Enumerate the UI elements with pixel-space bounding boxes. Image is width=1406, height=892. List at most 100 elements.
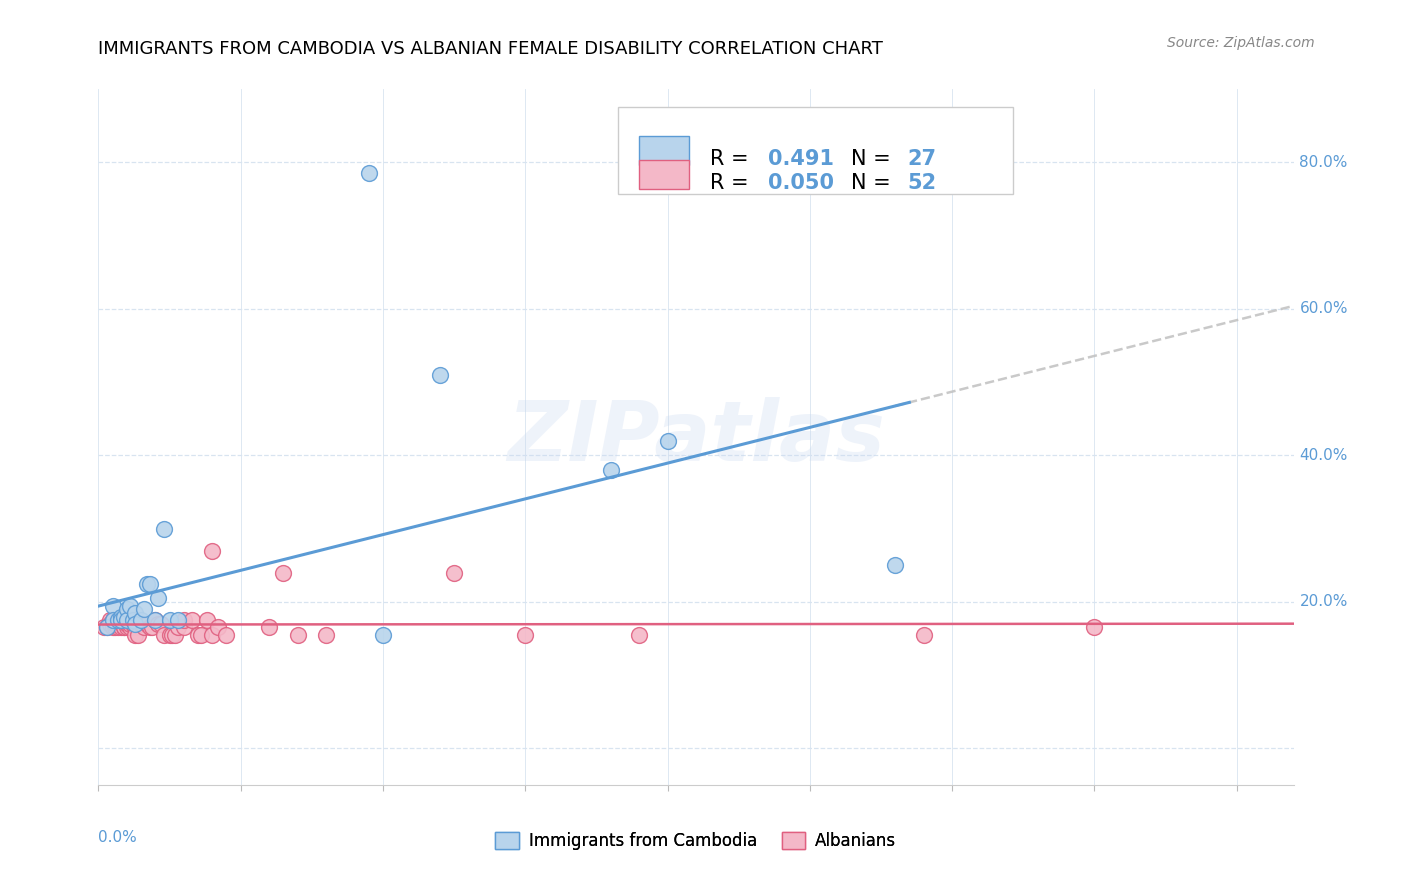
Point (153, 628, 176, 642)
Point (165, 628, 187, 642)
FancyBboxPatch shape (619, 106, 1012, 194)
Text: 27: 27 (907, 149, 936, 169)
Text: 40.0%: 40.0% (1299, 448, 1348, 463)
Text: ZIPatlas: ZIPatlas (508, 397, 884, 477)
Point (115, 620, 138, 634)
Point (207, 620, 229, 634)
Text: 60.0%: 60.0% (1299, 301, 1348, 317)
Point (98, 613, 121, 627)
Text: IMMIGRANTS FROM CAMBODIA VS ALBANIAN FEMALE DISABILITY CORRELATION CHART: IMMIGRANTS FROM CAMBODIA VS ALBANIAN FEM… (98, 40, 883, 58)
Point (115, 613, 138, 627)
Point (129, 616, 152, 631)
Point (884, 558, 907, 573)
Point (657, 434, 679, 448)
Point (110, 620, 132, 634)
Point (118, 616, 141, 631)
Point (167, 620, 190, 634)
Point (115, 602, 138, 616)
Point (101, 613, 124, 627)
Point (112, 620, 135, 634)
Point (110, 613, 132, 627)
Point (315, 628, 337, 642)
Text: 0.050: 0.050 (768, 173, 834, 194)
Point (98, 616, 121, 631)
Text: 0.0%: 0.0% (98, 830, 138, 846)
Point (187, 628, 209, 642)
Point (118, 620, 141, 634)
Point (96, 620, 118, 634)
Point (201, 628, 224, 642)
Text: 20.0%: 20.0% (1299, 594, 1348, 609)
Text: N =: N = (852, 173, 897, 194)
Point (107, 620, 129, 634)
Point (101, 620, 124, 634)
Text: Source: ZipAtlas.com: Source: ZipAtlas.com (1167, 36, 1315, 50)
Point (153, 522, 176, 536)
Text: 52: 52 (907, 173, 936, 194)
Point (143, 613, 166, 627)
Point (124, 606, 146, 620)
Point (127, 628, 149, 642)
Point (129, 613, 152, 627)
Point (287, 628, 309, 642)
Text: R =: R = (710, 149, 755, 169)
Point (1083, 620, 1105, 634)
Point (429, 368, 451, 382)
Point (107, 613, 129, 627)
Point (215, 628, 238, 642)
Point (195, 613, 218, 627)
Text: R =: R = (710, 173, 755, 194)
Point (132, 620, 155, 634)
Point (148, 616, 170, 631)
Point (135, 616, 157, 631)
Point (912, 628, 935, 642)
Point (135, 576, 157, 591)
Point (357, 166, 380, 180)
Point (132, 602, 155, 616)
Point (118, 599, 141, 613)
Point (273, 566, 295, 580)
Point (167, 613, 190, 627)
Point (628, 628, 651, 642)
Point (115, 616, 138, 631)
FancyBboxPatch shape (638, 136, 689, 165)
Point (96, 620, 118, 634)
Point (371, 628, 394, 642)
Point (181, 613, 204, 627)
Point (159, 613, 181, 627)
Point (515, 628, 537, 642)
Point (173, 620, 195, 634)
Text: 0.491: 0.491 (768, 149, 834, 169)
Point (124, 628, 146, 642)
Point (201, 543, 224, 558)
Point (110, 609, 132, 624)
Point (173, 613, 195, 627)
Point (148, 591, 170, 606)
Point (159, 628, 181, 642)
Text: N =: N = (852, 149, 897, 169)
Point (443, 566, 465, 580)
Point (150, 616, 173, 631)
Point (121, 616, 143, 631)
Point (107, 616, 129, 631)
Point (104, 620, 127, 634)
Point (143, 613, 166, 627)
Point (121, 613, 143, 627)
Point (257, 620, 280, 634)
Legend: Immigrants from Cambodia, Albanians: Immigrants from Cambodia, Albanians (489, 825, 903, 856)
Point (141, 620, 163, 634)
Point (110, 613, 132, 627)
Point (599, 463, 621, 477)
Point (124, 620, 146, 634)
Point (112, 609, 135, 624)
Point (124, 616, 146, 631)
FancyBboxPatch shape (638, 161, 689, 189)
Point (162, 628, 184, 642)
Point (190, 628, 212, 642)
Point (101, 599, 124, 613)
Point (104, 616, 127, 631)
Point (101, 613, 124, 627)
Point (138, 620, 160, 634)
Text: 80.0%: 80.0% (1299, 155, 1348, 170)
Point (112, 620, 135, 634)
